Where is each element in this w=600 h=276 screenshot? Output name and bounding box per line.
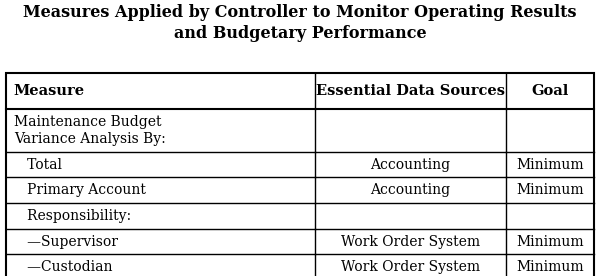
Bar: [6, 73, 594, 276]
Text: Work Order System: Work Order System: [341, 235, 480, 249]
Text: —Custodian: —Custodian: [14, 260, 112, 274]
Text: Minimum: Minimum: [516, 158, 584, 172]
Text: —Supervisor: —Supervisor: [14, 235, 118, 249]
Text: Maintenance Budget
Variance Analysis By:: Maintenance Budget Variance Analysis By:: [14, 115, 166, 145]
Text: Goal: Goal: [531, 84, 569, 98]
Text: Responsibility:: Responsibility:: [14, 209, 131, 223]
Text: Work Order System: Work Order System: [341, 260, 480, 274]
Text: Primary Account: Primary Account: [14, 183, 146, 197]
Text: Minimum: Minimum: [516, 183, 584, 197]
Text: Measure: Measure: [14, 84, 85, 98]
Text: Measures Applied by Controller to Monitor Operating Results
and Budgetary Perfor: Measures Applied by Controller to Monito…: [23, 4, 577, 42]
Text: Minimum: Minimum: [516, 235, 584, 249]
Text: Essential Data Sources: Essential Data Sources: [316, 84, 505, 98]
Text: Accounting: Accounting: [370, 183, 451, 197]
Text: Total: Total: [14, 158, 62, 172]
Text: Accounting: Accounting: [370, 158, 451, 172]
Text: Minimum: Minimum: [516, 260, 584, 274]
